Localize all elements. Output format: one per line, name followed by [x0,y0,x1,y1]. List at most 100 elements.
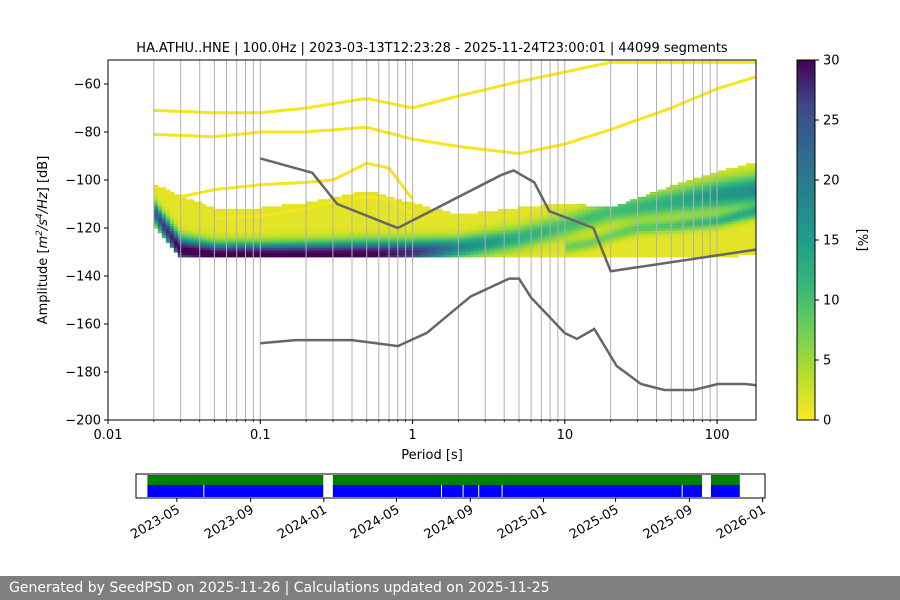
heatmap-bin [733,170,739,174]
heatmap-bin [681,247,687,251]
heatmap-bin [725,192,731,195]
heatmap-bin [657,249,663,253]
heatmap-bin [657,223,663,227]
heatmap-bin [537,237,543,241]
heatmap-bin [705,230,711,234]
heatmap-bin [325,218,331,222]
heatmap-bin [441,235,447,239]
heatmap-bin [309,230,315,234]
heatmap-bin [301,228,307,231]
heatmap-bin [733,180,739,183]
heatmap-bin [473,223,479,227]
heatmap-bin [505,242,511,246]
heatmap-bin [233,247,239,251]
heatmap-bin [617,247,623,251]
heatmap-bin [421,254,427,258]
heatmap-bin [509,213,515,217]
heatmap-bin [341,218,347,222]
heatmap-bin [421,252,427,255]
heatmap-bin [601,208,607,212]
heatmap-bin [213,230,219,234]
heatmap-bin [737,242,743,246]
heatmap-bin [353,244,359,248]
heatmap-bin [489,220,495,224]
heatmap-bin [281,220,287,224]
heatmap-bin [457,249,463,253]
heatmap-bin [201,204,207,207]
heatmap-bin [229,252,235,255]
heatmap-bin [277,208,283,212]
heatmap-bin [621,240,627,243]
heatmap-bin [645,249,651,253]
heatmap-bin [625,235,631,239]
outlier-curve-3 [180,162,414,201]
heatmap-bin [637,201,643,205]
heatmap-bin [593,240,599,243]
heatmap-bin [201,237,207,241]
heatmap-bin [625,225,631,229]
heatmap-bin [325,240,331,243]
heatmap-bin [621,208,627,212]
heatmap-bin [713,213,719,217]
heatmap-bin [241,218,247,222]
heatmap-bin [721,235,727,239]
heatmap-bin [605,240,611,243]
heatmap-bin [677,242,683,246]
heatmap-bin [733,201,739,205]
heatmap-bin [173,247,179,251]
heatmap-bin [689,187,695,191]
heatmap-bin [437,240,443,243]
heatmap-bin [701,201,707,205]
heatmap-bin [337,240,343,243]
heatmap-bin [665,247,671,251]
heatmap-bin [693,196,699,200]
heatmap-bin [753,208,756,212]
heatmap-bin [657,230,663,234]
heatmap-bin [481,230,487,234]
heatmap-bin [629,206,635,210]
heatmap-bin [317,206,323,210]
heatmap-bin [217,225,223,229]
heatmap-bin [629,201,635,205]
heatmap-bin [461,230,467,234]
heatmap-bin [613,230,619,234]
heatmap-bin [245,254,251,258]
heatmap-bin [309,249,315,253]
heatmap-bin [253,244,259,248]
heatmap-bin [581,254,587,258]
heatmap-bin [393,204,399,207]
heatmap-bin [553,225,559,229]
heatmap-bin [729,204,735,207]
heatmap-bin [237,213,243,217]
heatmap-bin [169,228,175,231]
heatmap-bin [373,216,379,219]
heatmap-bin [337,244,343,248]
heatmap-bin [465,228,471,231]
heatmap-bin [433,244,439,248]
heatmap-bin [457,247,463,251]
heatmap-bin [585,249,591,253]
heatmap-bin [157,201,163,205]
heatmap-bin [585,235,591,239]
heatmap-bin [597,232,603,236]
heatmap-bin [665,208,671,212]
heatmap-bin [421,249,427,253]
heatmap-bin [189,225,195,229]
heatmap-bin [717,199,723,203]
heatmap-bin [741,223,747,227]
heatmap-bin [661,240,667,243]
heatmap-bin [401,230,407,234]
heatmap-bin [537,216,543,219]
heatmap-bin [341,240,347,243]
heatmap-bin [157,208,163,212]
heatmap-bin [713,172,719,176]
heatmap-bin [417,213,423,217]
heatmap-bin [697,242,703,246]
heatmap-bin [173,235,179,239]
heatmap-bin [689,228,695,231]
heatmap-bin [553,232,559,236]
heatmap-bin [497,244,503,248]
heatmap-bin [633,225,639,229]
heatmap-bin [321,206,327,210]
heatmap-bin [357,204,363,207]
